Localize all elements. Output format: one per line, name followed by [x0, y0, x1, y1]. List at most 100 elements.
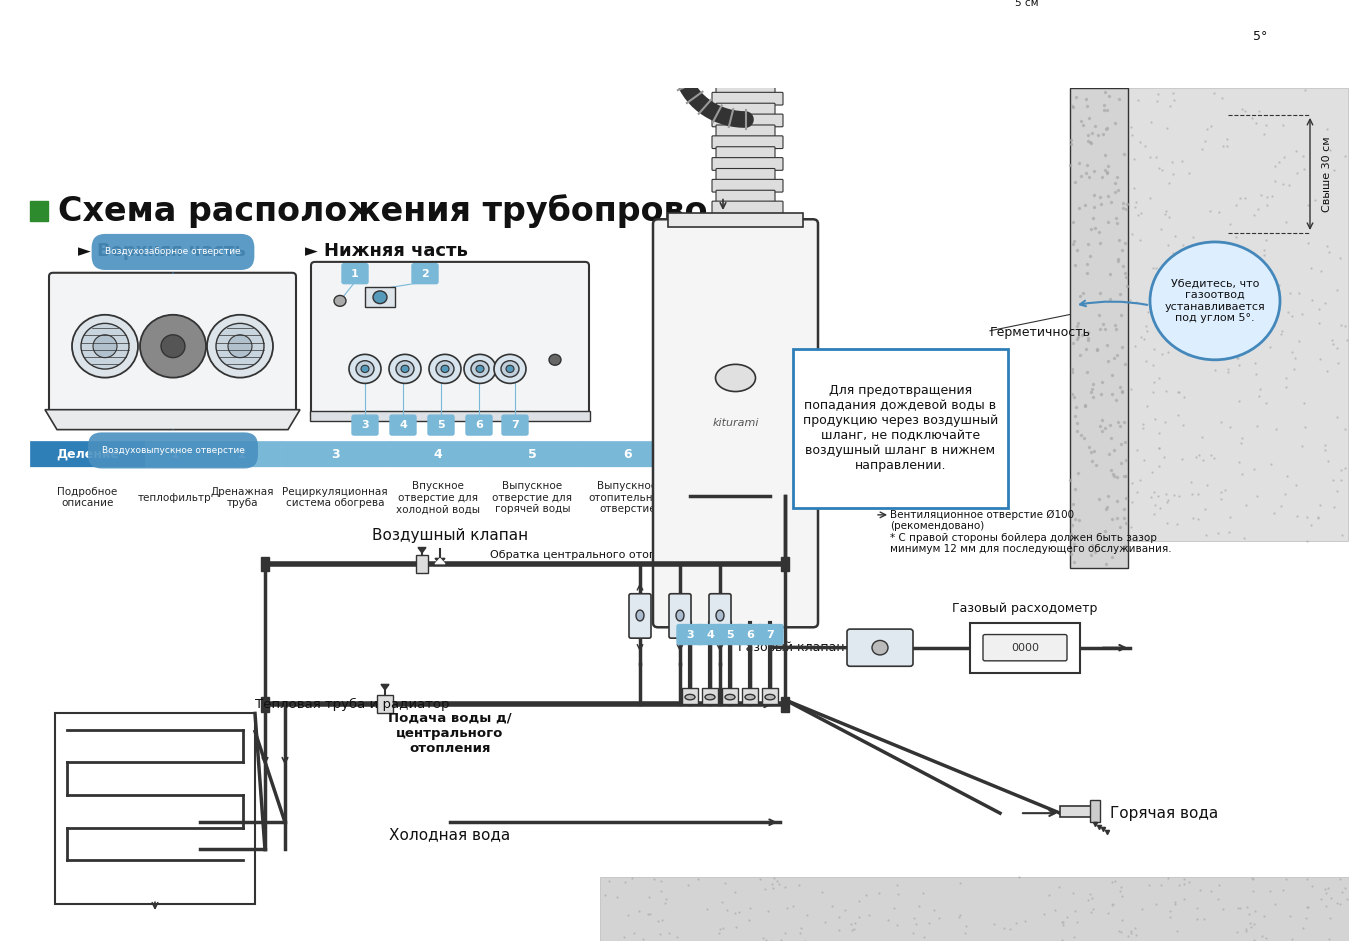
Text: 1: 1: [170, 448, 179, 460]
Text: 0000: 0000: [1010, 643, 1039, 653]
Circle shape: [436, 360, 455, 377]
Bar: [838, 10, 854, 50]
Ellipse shape: [81, 324, 130, 369]
Bar: [1090, 801, 1099, 822]
Text: Подробное
описание: Подробное описание: [58, 486, 117, 508]
Bar: [981, 13, 996, 44]
Bar: [415, 555, 428, 573]
Text: Герметичность: Герметичность: [990, 327, 1091, 339]
Text: Свыше 30 см: Свыше 30 см: [1322, 136, 1331, 212]
FancyBboxPatch shape: [716, 125, 774, 137]
Bar: [996, 10, 1012, 50]
Bar: [376, 695, 393, 713]
Bar: [580, 467, 674, 529]
Bar: [281, 441, 390, 467]
Bar: [55, 713, 255, 903]
Bar: [722, 688, 738, 705]
Polygon shape: [434, 558, 445, 564]
Text: Воздухозаборное отверстие: Воздухозаборное отверстие: [105, 247, 241, 274]
Text: Для предотвращения
попадания дождевой воды в
продукцию через воздушный
шланг, не: Для предотвращения попадания дождевой во…: [803, 384, 998, 472]
Bar: [742, 688, 758, 705]
FancyBboxPatch shape: [411, 263, 438, 283]
Bar: [600, 877, 1349, 941]
Circle shape: [429, 355, 461, 383]
FancyBboxPatch shape: [352, 415, 378, 435]
Text: 6: 6: [475, 420, 483, 430]
Circle shape: [356, 360, 374, 377]
Bar: [917, 13, 932, 44]
Text: 3: 3: [331, 448, 340, 460]
FancyBboxPatch shape: [712, 201, 782, 214]
Text: Свыше
5 см: Свыше 5 см: [1014, 0, 1052, 8]
Ellipse shape: [228, 335, 252, 358]
FancyBboxPatch shape: [718, 625, 743, 645]
Bar: [965, 10, 981, 50]
Ellipse shape: [676, 610, 684, 621]
Ellipse shape: [685, 694, 695, 700]
Polygon shape: [380, 684, 389, 690]
Bar: [390, 467, 486, 529]
FancyBboxPatch shape: [465, 415, 492, 435]
Text: 5: 5: [527, 448, 537, 460]
Text: 4: 4: [706, 630, 714, 640]
Circle shape: [471, 360, 488, 377]
FancyBboxPatch shape: [390, 415, 415, 435]
Bar: [30, 467, 144, 529]
Bar: [793, 349, 1008, 507]
Bar: [668, 213, 803, 227]
Circle shape: [476, 365, 484, 373]
FancyBboxPatch shape: [629, 594, 652, 638]
Text: Выпускное
отверстие для
горячей воды: Выпускное отверстие для горячей воды: [492, 481, 572, 514]
Bar: [822, 13, 838, 44]
Text: 2: 2: [239, 448, 247, 460]
Text: Нижняя часть: Нижняя часть: [324, 242, 468, 260]
Circle shape: [464, 355, 496, 383]
FancyBboxPatch shape: [653, 219, 817, 628]
FancyBboxPatch shape: [716, 190, 774, 203]
Text: 3: 3: [687, 630, 693, 640]
FancyBboxPatch shape: [847, 630, 913, 666]
Text: 3: 3: [362, 420, 368, 430]
Bar: [854, 13, 870, 44]
Circle shape: [549, 355, 561, 365]
Text: Дренажная
труба: Дренажная труба: [210, 486, 274, 508]
Bar: [1059, 10, 1075, 50]
Text: Схема расположения трубопровода: Схема расположения трубопровода: [58, 194, 757, 228]
Text: Рециркуляционная
система обогрева: Рециркуляционная система обогрева: [282, 486, 387, 508]
FancyBboxPatch shape: [710, 594, 731, 638]
Text: теплофильтр: теплофильтр: [138, 493, 212, 502]
Ellipse shape: [706, 694, 715, 700]
Bar: [1070, 88, 1128, 568]
Circle shape: [401, 365, 409, 373]
Text: Подвод
газа: Подвод газа: [695, 486, 735, 508]
Ellipse shape: [635, 610, 643, 621]
Text: Впускное
отверстие для
холодной воды: Впускное отверстие для холодной воды: [395, 481, 479, 514]
FancyBboxPatch shape: [428, 415, 455, 435]
Text: Подача воды д/
центрального
отопления: Подача воды д/ центрального отопления: [389, 711, 511, 755]
Text: Верхняя часть: Верхняя часть: [97, 242, 246, 260]
Ellipse shape: [161, 335, 185, 358]
Text: Тепловая труба и радиатор: Тепловая труба и радиатор: [255, 698, 449, 710]
FancyBboxPatch shape: [716, 147, 774, 159]
Text: 6: 6: [623, 448, 631, 460]
Ellipse shape: [216, 324, 264, 369]
Text: Горячая вода: Горячая вода: [1110, 805, 1218, 821]
FancyBboxPatch shape: [716, 82, 774, 94]
Bar: [580, 441, 674, 467]
Circle shape: [506, 365, 514, 373]
Ellipse shape: [71, 315, 138, 377]
Bar: [205, 441, 281, 467]
FancyBboxPatch shape: [712, 114, 782, 127]
Ellipse shape: [93, 335, 117, 358]
Circle shape: [362, 365, 370, 373]
Text: ►: ►: [305, 242, 318, 260]
FancyBboxPatch shape: [716, 59, 774, 72]
Bar: [762, 688, 778, 705]
FancyBboxPatch shape: [697, 625, 723, 645]
Text: 4: 4: [399, 420, 407, 430]
FancyBboxPatch shape: [312, 262, 590, 419]
Circle shape: [335, 295, 345, 307]
FancyBboxPatch shape: [712, 92, 782, 105]
FancyBboxPatch shape: [983, 634, 1067, 661]
Circle shape: [349, 355, 380, 383]
